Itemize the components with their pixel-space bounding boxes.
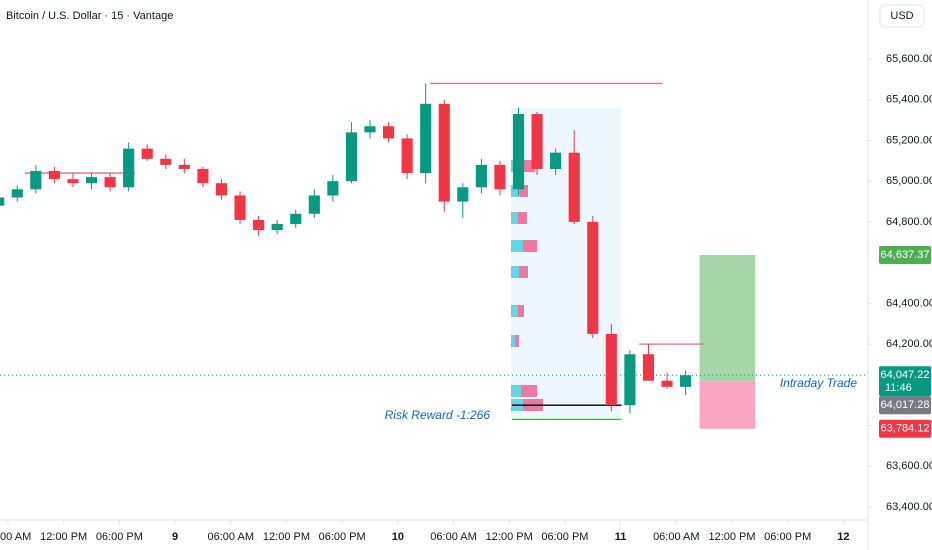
x-tick-label: 10: [392, 531, 404, 543]
x-tick-label: 12:00 PM: [263, 531, 310, 543]
candle-body: [327, 181, 339, 196]
y-tick-label: 64,400.00: [886, 297, 932, 309]
y-tick-label: 65,600.00: [886, 53, 932, 65]
candle-body: [587, 221, 599, 334]
candle-body: [67, 179, 79, 184]
price-label-box: [879, 419, 931, 438]
x-tick-label: 9: [172, 531, 178, 543]
x-tick-label: 06:00 PM: [541, 531, 588, 543]
candle-body: [215, 183, 228, 196]
price-label-box: [879, 396, 931, 415]
candle-body: [104, 177, 116, 188]
candle-body: [48, 171, 60, 180]
candle-body: [642, 354, 655, 381]
candle-body: [290, 213, 302, 224]
price-timer: 11:46: [885, 382, 912, 394]
candle-body: [512, 114, 525, 190]
candle-body: [141, 148, 153, 159]
y-tick-label: 65,200.00: [886, 134, 932, 146]
candle-body: [531, 114, 543, 169]
candle-body: [11, 189, 23, 198]
candle-body: [624, 354, 636, 406]
candle-body: [494, 164, 506, 190]
candle-body: [30, 171, 42, 190]
price-label: 63,784.12: [881, 423, 930, 435]
x-tick-label: 06:00 AM: [0, 531, 31, 543]
candle-body: [550, 152, 562, 169]
candle-body: [420, 103, 432, 174]
candle-body: [178, 164, 190, 169]
candle-body: [253, 219, 265, 231]
price-label: 64,017.28: [881, 399, 930, 411]
candle-body: [85, 177, 98, 184]
candle-body: [568, 152, 580, 222]
candle-body: [680, 375, 692, 387]
candle-body: [382, 126, 395, 139]
candle-body: [605, 333, 617, 406]
price-label: 64,047.22: [881, 369, 930, 381]
candle-body: [661, 380, 673, 387]
candle-body: [234, 195, 246, 220]
y-tick-label: 65,400.00: [886, 94, 932, 106]
volume-profile: [511, 160, 543, 411]
x-tick-label: 11: [615, 531, 627, 543]
y-tick-label: 64,800.00: [886, 216, 932, 228]
candle-body: [401, 138, 413, 174]
y-tick-label: 65,000.00: [886, 175, 932, 187]
candle-body: [0, 197, 5, 206]
price-label-box: [879, 246, 931, 265]
profit-zone: [699, 255, 756, 382]
candle-body: [271, 223, 283, 231]
currency[interactable]: USD: [890, 10, 913, 22]
y-tick-label: 64,200.00: [886, 338, 932, 350]
candle-body: [123, 148, 135, 188]
candle-body: [197, 168, 209, 184]
chart-title: Bitcoin / U.S. Dollar · 15 · Vantage: [6, 10, 173, 22]
price-label-box: [879, 366, 931, 397]
x-tick-label: 12:00 PM: [40, 531, 87, 543]
risk-reward-label: Risk Reward -1:266: [385, 408, 491, 422]
candle-body: [457, 187, 469, 202]
candle-body: [475, 164, 487, 188]
y-tick-label: 63,400.00: [886, 501, 932, 513]
x-tick-label: 06:00 PM: [319, 531, 366, 543]
x-tick-label: 06:00 AM: [653, 531, 699, 543]
trade-label: Intraday Trade: [780, 376, 857, 390]
candle-body: [308, 195, 320, 214]
y-tick-label: 63,600.00: [886, 460, 932, 472]
x-tick-label: 12:00 PM: [708, 531, 755, 543]
candle-body: [438, 103, 450, 202]
price-label: 64,637.37: [881, 249, 930, 261]
x-tick-label: 06:00 PM: [764, 531, 811, 543]
currency-button[interactable]: [879, 4, 925, 28]
x-tick-label: 12: [837, 531, 849, 543]
range-box: [511, 107, 622, 420]
x-tick-label: 06:00 PM: [96, 531, 143, 543]
x-tick-label: 06:00 AM: [430, 531, 476, 543]
candle-body: [345, 132, 358, 182]
loss-zone: [699, 381, 756, 429]
x-tick-label: 12:00 PM: [486, 531, 533, 543]
candle-body: [160, 158, 172, 165]
candle-body: [364, 126, 376, 133]
x-tick-label: 06:00 AM: [208, 531, 254, 543]
